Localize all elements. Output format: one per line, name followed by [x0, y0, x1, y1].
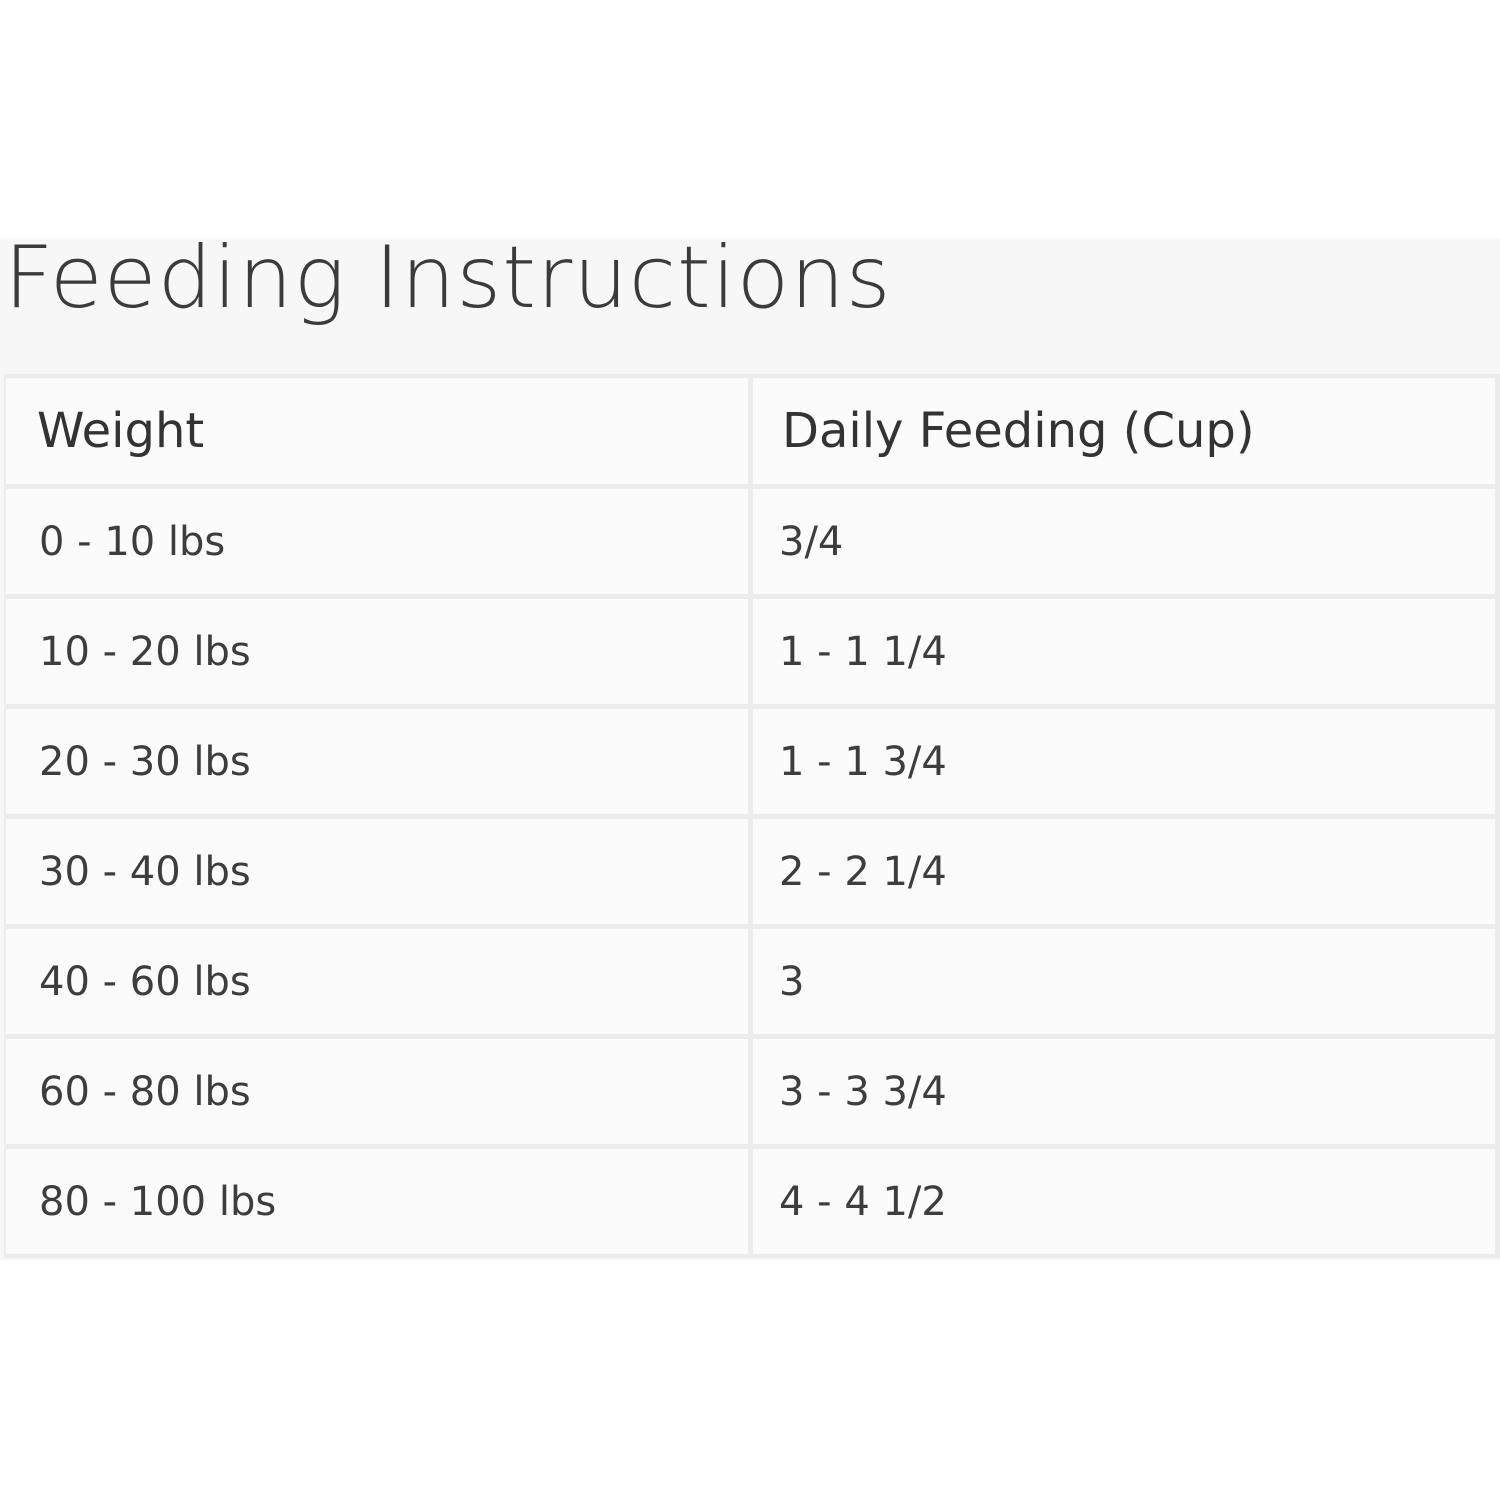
table-cell-weight: 40 - 60 lbs: [6, 929, 748, 1034]
table-cell-weight: 20 - 30 lbs: [6, 709, 748, 814]
table-cell-feeding: 4 - 4 1/2: [753, 1149, 1495, 1254]
table-cell-feeding: 1 - 1 1/4: [753, 599, 1495, 704]
table-cell-weight: 60 - 80 lbs: [6, 1039, 748, 1144]
page-title: Feeding Instructions: [4, 228, 892, 328]
table-cell-feeding: 3/4: [753, 489, 1495, 594]
feeding-table: Weight Daily Feeding (Cup) 0 - 10 lbs 3/…: [4, 374, 1500, 1258]
table-cell-feeding: 2 - 2 1/4: [753, 819, 1495, 924]
table-cell-feeding: 1 - 1 3/4: [753, 709, 1495, 814]
table-cell-weight: 0 - 10 lbs: [6, 489, 748, 594]
header-daily-feeding: Daily Feeding (Cup): [753, 378, 1495, 484]
table-cell-feeding: 3: [753, 929, 1495, 1034]
table-cell-weight: 30 - 40 lbs: [6, 819, 748, 924]
table-cell-feeding: 3 - 3 3/4: [753, 1039, 1495, 1144]
table-cell-weight: 10 - 20 lbs: [6, 599, 748, 704]
table-cell-weight: 80 - 100 lbs: [6, 1149, 748, 1254]
header-weight: Weight: [6, 378, 748, 484]
